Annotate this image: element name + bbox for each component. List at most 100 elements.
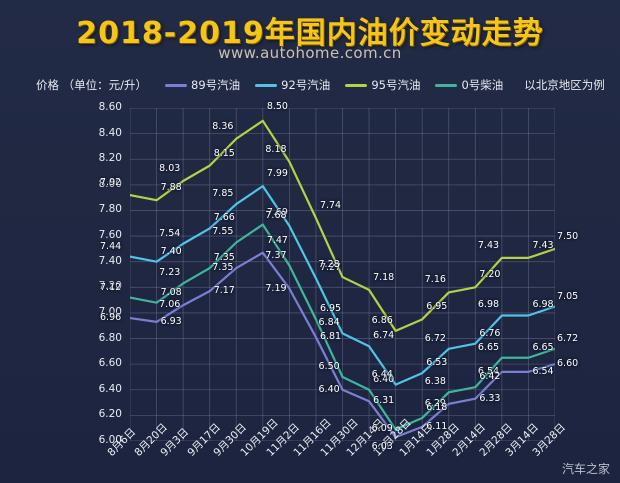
- data-label: 6.81: [319, 331, 342, 343]
- data-label: 7.37: [265, 249, 287, 261]
- data-label: 7.35: [212, 262, 234, 274]
- y-axis-tick: 7.00: [98, 305, 122, 318]
- data-label: 7.08: [160, 286, 182, 298]
- data-label: 6.72: [424, 332, 446, 344]
- data-label: 6.95: [319, 303, 342, 315]
- data-label: 6.54: [532, 365, 554, 377]
- data-label: 8.36: [212, 120, 234, 132]
- y-axis-tick: 7.20: [98, 280, 122, 293]
- data-label: 7.16: [424, 274, 446, 286]
- data-label: 6.31: [373, 395, 395, 407]
- data-label: 8.03: [159, 163, 181, 174]
- data-label: 7.50: [557, 230, 579, 242]
- y-axis-tick: 8.00: [98, 177, 122, 190]
- data-label: 7.69: [266, 206, 288, 218]
- legend-item-2[interactable]: 95号汽油: [345, 77, 420, 93]
- data-label: 7.66: [213, 212, 235, 224]
- data-label: 6.42: [479, 371, 501, 383]
- grid-and-lines: [130, 108, 555, 441]
- legend-swatch-icon: [435, 83, 458, 87]
- data-label: 6.74: [373, 330, 395, 342]
- x-axis-tick: 8月6日: [105, 426, 139, 459]
- data-label: 7.88: [160, 182, 182, 194]
- page-title: 2018-2019年国内油价变动走势: [76, 16, 544, 51]
- data-label: 7.47: [266, 234, 288, 246]
- data-label: 7.27: [319, 262, 342, 274]
- data-label: 6.93: [160, 315, 182, 327]
- data-label: 6.53: [426, 357, 448, 369]
- legend-swatch-icon: [165, 83, 188, 87]
- data-label: 6.98: [532, 299, 554, 311]
- data-label: 7.28: [318, 259, 340, 271]
- data-label: 7.23: [159, 267, 181, 279]
- unit-label: 价格 （单位：元/升）: [36, 78, 148, 92]
- site-subtitle: www.autohome.com.cn: [218, 44, 402, 62]
- series-line-0: [130, 251, 555, 439]
- data-label: 7.44: [100, 240, 122, 252]
- data-label: 6.86: [371, 314, 393, 326]
- data-label: 6.11: [426, 420, 448, 432]
- y-axis-tick: 6.20: [98, 408, 122, 421]
- plot-area: 8.60 8.40 8.20 8.00 7.80 7.60 7.40 7.20 7.00 6.80…: [99, 101, 579, 459]
- legend-label: 0号柴油: [461, 78, 504, 92]
- legend-item-1[interactable]: 92号汽油: [255, 77, 330, 93]
- y-axis-tick: 8.20: [98, 152, 122, 165]
- data-label: 7.43: [532, 239, 554, 251]
- data-label: 8.50: [266, 100, 288, 112]
- series-line-3: [130, 223, 555, 431]
- legend-label: 92号汽油: [281, 78, 331, 92]
- data-label: 7.85: [212, 188, 234, 200]
- data-label: 6.09: [371, 423, 393, 435]
- legend-item-0[interactable]: 89号汽油: [165, 77, 240, 93]
- data-label: 7.06: [159, 299, 181, 311]
- y-axis-tick: 6.80: [98, 331, 122, 344]
- y-axis-tick: 6.40: [98, 382, 122, 395]
- data-label: 7.40: [160, 245, 182, 257]
- data-label: 6.44: [371, 368, 393, 380]
- y-axis-tick: 7.40: [98, 254, 122, 267]
- data-label: 6.29: [424, 397, 446, 409]
- data-label: 7.05: [557, 290, 579, 302]
- data-label: 6.65: [532, 341, 554, 353]
- series-line-2: [130, 119, 555, 332]
- data-label: 7.18: [373, 271, 395, 283]
- data-label: 7.92: [100, 177, 122, 189]
- data-label: 6.40: [373, 373, 395, 385]
- data-label: 6.40: [318, 383, 340, 395]
- data-label: 7.12: [100, 281, 122, 293]
- data-label: 7.35: [213, 252, 235, 264]
- legend-items: 89号汽油 92号汽油 95号汽油 0号柴油: [165, 77, 518, 93]
- data-label: 7.17: [213, 285, 235, 297]
- data-label: 6.95: [426, 301, 448, 313]
- data-label: 6.84: [318, 317, 340, 329]
- data-label: 6.38: [424, 376, 446, 388]
- data-label: 6.96: [100, 312, 122, 324]
- data-label: 6.65: [477, 341, 500, 353]
- legend-item-3[interactable]: 0号柴油: [435, 77, 503, 93]
- data-label: 6.03: [371, 441, 393, 453]
- y-axis-tick: 6.00: [98, 434, 122, 446]
- data-label: 6.98: [477, 299, 500, 311]
- legend-label: 95号汽油: [371, 78, 421, 92]
- data-label: 7.68: [265, 209, 287, 221]
- y-axis-tick: 7.60: [98, 229, 122, 242]
- y-axis-tick: 6.60: [98, 357, 122, 370]
- data-label: 6.54: [477, 365, 500, 377]
- data-label: 6.33: [479, 392, 501, 404]
- legend: 价格 （单位：元/升） 89号汽油 92号汽油 95号汽油 0号柴油 以北京地区为例: [36, 76, 605, 94]
- data-label: 7.55: [212, 226, 234, 238]
- watermark: 汽车之家: [561, 462, 610, 476]
- data-label: 6.60: [557, 358, 579, 370]
- data-label: 6.72: [557, 332, 579, 344]
- data-label: 7.54: [159, 227, 181, 239]
- series-line-1: [130, 185, 555, 386]
- data-label: 8.15: [213, 147, 235, 159]
- region-note: 以北京地区为例: [524, 78, 605, 92]
- data-label: 6.76: [479, 327, 501, 339]
- y-axis-tick: 7.80: [98, 203, 122, 216]
- data-label: 6.18: [426, 401, 448, 413]
- data-label: 8.18: [265, 143, 287, 155]
- data-label: 7.20: [479, 269, 501, 281]
- legend-swatch-icon: [255, 83, 278, 87]
